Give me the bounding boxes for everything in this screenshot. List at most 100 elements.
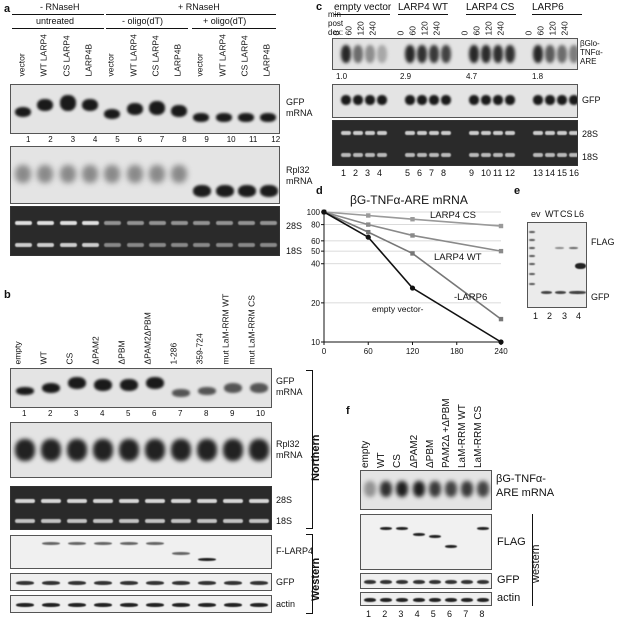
panel-a-group-plus-oligo: + oligo(dT)	[203, 16, 247, 26]
rpl32-smear	[126, 165, 143, 183]
rrna-18s-band	[533, 153, 543, 157]
rpl32-band	[215, 185, 234, 197]
actin-band	[364, 598, 376, 602]
x-tick-label: 0	[322, 347, 327, 356]
lane-number: 1	[26, 135, 31, 144]
rpl32-smear	[59, 165, 76, 183]
western-bracket	[312, 534, 313, 614]
flag-band	[412, 533, 425, 536]
rrna-28s-band	[238, 221, 255, 225]
gfp-band	[380, 580, 393, 584]
lane-number: 5	[405, 168, 411, 178]
lane-number: 15	[557, 168, 568, 178]
lane-label: 359-724	[194, 333, 205, 365]
panel-a-bracket-untreated	[12, 28, 104, 29]
lane-label: PAM2Δ +ΔPBM	[441, 398, 452, 468]
panel-b-letter: b	[4, 289, 11, 301]
rrna-28s-band	[197, 499, 217, 503]
flag-band	[575, 263, 586, 269]
lane-number: 8	[479, 609, 485, 619]
lane-number: 6	[137, 135, 142, 144]
rrna-28s-band	[493, 131, 503, 135]
x-tick-label: 180	[450, 347, 464, 356]
gfp-band	[250, 383, 268, 393]
gfp-band	[146, 377, 164, 389]
rpl32-band	[223, 439, 243, 461]
rpl32-smear	[37, 165, 54, 183]
lane-number: 9	[469, 168, 475, 178]
rrna-18s-band	[41, 519, 61, 523]
gfp-western-band	[42, 581, 60, 585]
lane-number: 6	[152, 409, 157, 418]
rrna-18s-band	[223, 519, 243, 523]
panel-f-western-bracket	[532, 514, 533, 606]
timepoint-label: 60	[535, 26, 546, 36]
rrna-28s-band	[353, 131, 363, 135]
panel-b-label-rpl32-mrna: mRNA	[276, 450, 303, 460]
gfp-band	[569, 95, 577, 105]
rrna-18s-band	[341, 153, 351, 157]
actin-band	[224, 603, 242, 607]
panel-a-group-minus-oligo: - oligo(dT)	[122, 16, 164, 26]
rrna-18s-band	[469, 153, 479, 157]
lane-label: empty	[360, 440, 371, 468]
lane-label: LaM-RRM WT	[457, 404, 469, 468]
flag-band	[68, 542, 86, 545]
group-underline	[466, 14, 516, 15]
lane-label: vector	[105, 53, 116, 77]
gfp-band	[260, 113, 277, 122]
bg-tnfa-band	[461, 481, 474, 497]
series-line	[323, 211, 502, 252]
panel-c-bglo-blot	[332, 38, 578, 70]
lane-number: 2	[48, 409, 53, 418]
gfp-western-band	[224, 581, 242, 585]
rrna-28s-band	[557, 131, 567, 135]
series-line	[323, 211, 502, 343]
rrna-28s-band	[193, 221, 211, 225]
rrna-18s-band	[481, 153, 491, 157]
data-point	[366, 213, 371, 218]
panel-a-bracket-plus	[106, 14, 276, 15]
gfp-band	[555, 291, 566, 294]
lane-number: 8	[182, 135, 187, 144]
bglo-band	[545, 45, 555, 63]
rpl32-smear	[171, 165, 188, 183]
panel-a-bracket-minus-oligo	[106, 28, 188, 29]
rrna-28s-band	[260, 221, 278, 225]
lane-number: 4	[100, 409, 105, 418]
rrna-18s-band	[193, 243, 211, 247]
rrna-28s-band	[171, 221, 189, 225]
gfp-band	[148, 101, 165, 115]
gfp-band	[365, 95, 375, 105]
lane-label: CS	[64, 352, 75, 365]
flag-band	[42, 542, 60, 545]
rrna-18s-band	[353, 153, 363, 157]
panel-b-label-gfp-mrna: mRNA	[276, 387, 303, 397]
rrna-18s-band	[365, 153, 375, 157]
y-tick-label: 100	[307, 208, 321, 217]
flag-band	[445, 545, 457, 548]
rpl32-band	[171, 439, 191, 461]
gfp-band	[104, 109, 121, 119]
panel-a-bracket-plus-oligo	[192, 28, 276, 29]
actin-band	[461, 598, 474, 602]
rpl32-band	[15, 439, 35, 461]
rrna-28s-band	[481, 131, 491, 135]
lane-number: 2	[547, 311, 553, 321]
panel-a-label-28s: 28S	[286, 221, 303, 231]
rrna-18s-band	[126, 243, 144, 247]
panel-a-rpl32-blot	[10, 146, 280, 204]
bg-tnfa-band	[428, 481, 441, 497]
y-tick-label: 20	[311, 299, 320, 308]
gfp-western-band	[120, 581, 138, 585]
panel-a-label-rpl32: Rpl32	[286, 165, 310, 175]
rpl32-smear	[81, 165, 98, 183]
rrna-18s-band	[405, 153, 415, 157]
bglo-band	[493, 45, 503, 63]
lane-number: 1	[22, 409, 27, 418]
lane-label: WT LARP4	[38, 34, 49, 77]
lane-label: empty	[12, 341, 23, 365]
data-point	[321, 209, 327, 215]
data-point	[321, 209, 327, 215]
gfp-band	[198, 387, 216, 395]
